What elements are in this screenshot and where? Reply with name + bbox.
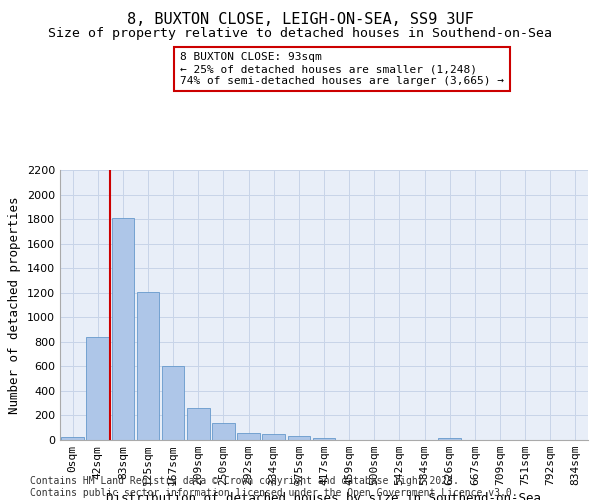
Bar bbox=[262, 434, 285, 440]
Bar bbox=[162, 366, 184, 440]
Text: 8 BUXTON CLOSE: 93sqm
← 25% of detached houses are smaller (1,248)
74% of semi-d: 8 BUXTON CLOSE: 93sqm ← 25% of detached … bbox=[180, 52, 504, 86]
Bar bbox=[112, 218, 134, 440]
Text: 8, BUXTON CLOSE, LEIGH-ON-SEA, SS9 3UF: 8, BUXTON CLOSE, LEIGH-ON-SEA, SS9 3UF bbox=[127, 12, 473, 28]
Bar bbox=[86, 337, 109, 440]
Y-axis label: Number of detached properties: Number of detached properties bbox=[8, 196, 22, 414]
Bar bbox=[439, 438, 461, 440]
Bar bbox=[287, 436, 310, 440]
Bar bbox=[61, 437, 84, 440]
X-axis label: Distribution of detached houses by size in Southend-on-Sea: Distribution of detached houses by size … bbox=[107, 492, 542, 500]
Bar bbox=[137, 292, 160, 440]
Text: Contains HM Land Registry data © Crown copyright and database right 2025.
Contai: Contains HM Land Registry data © Crown c… bbox=[30, 476, 518, 498]
Text: Size of property relative to detached houses in Southend-on-Sea: Size of property relative to detached ho… bbox=[48, 28, 552, 40]
Bar bbox=[187, 408, 209, 440]
Bar bbox=[212, 424, 235, 440]
Bar bbox=[313, 438, 335, 440]
Bar bbox=[237, 433, 260, 440]
